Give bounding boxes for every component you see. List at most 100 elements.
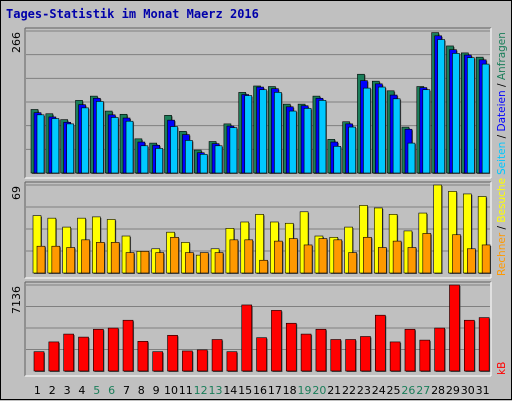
bar-seiten-day-17 (274, 92, 282, 174)
bar-seiten-day-18 (288, 110, 297, 174)
bar-seiten-day-19 (303, 108, 312, 174)
x-tick-label-day-25: 25 (387, 384, 401, 397)
legend-entry-anfragen: Anfragen (496, 32, 508, 80)
bar-rechner-day-2 (51, 245, 61, 274)
bar-seiten-day-26 (407, 142, 416, 174)
bar-seiten-day-28 (437, 39, 445, 174)
bar-besuche-day-28 (433, 184, 442, 274)
bar-rechner-day-10 (170, 236, 179, 274)
bar-rechner-day-24 (377, 247, 387, 274)
legend-entry-besuche: Besuche (496, 178, 508, 223)
x-tick-label-day-20: 20 (312, 384, 326, 397)
bar-kb-day-28 (434, 327, 445, 372)
x-tick-label-day-14: 14 (223, 384, 237, 397)
bar-rechner-day-22 (348, 252, 357, 274)
bar-kb-day-18 (285, 322, 297, 372)
x-tick-label-day-9: 9 (153, 384, 160, 397)
bar-kb-day-24 (374, 314, 386, 372)
bar-rechner-day-11 (185, 252, 194, 274)
bar-kb-day-3 (63, 333, 74, 372)
x-tick-label-day-26: 26 (401, 384, 415, 397)
x-tick-label-day-3: 3 (64, 384, 71, 397)
bar-kb-day-15 (241, 304, 253, 372)
bar-kb-day-17 (271, 310, 282, 372)
bar-seiten-day-22 (348, 126, 356, 174)
bar-seiten-day-15 (244, 95, 253, 174)
x-tick-label-day-31: 31 (476, 384, 490, 397)
legend-entry-dateien: Dateien (496, 90, 508, 131)
bar-kb-day-21 (330, 339, 342, 372)
bar-kb-day-9 (152, 351, 164, 372)
bar-kb-day-14 (226, 351, 238, 372)
bar-seiten-day-9 (155, 148, 164, 174)
legend-entry-kb: kB (496, 362, 508, 375)
bar-rechner-day-23 (363, 236, 372, 274)
bar-kb-day-4 (78, 336, 89, 372)
bar-rechner-day-31 (481, 244, 491, 274)
bar-rechner-day-17 (274, 240, 283, 274)
bar-seiten-day-23 (363, 87, 371, 174)
x-tick-label-day-23: 23 (357, 384, 371, 397)
bar-rechner-day-4 (81, 239, 90, 274)
bar-seiten-day-31 (481, 63, 490, 174)
bar-rechner-day-18 (288, 238, 298, 274)
bar-kb-day-13 (211, 339, 223, 372)
y-max-label-bottom: 7136 (10, 286, 23, 314)
bar-kb-day-27 (419, 339, 431, 372)
bar-rechner-day-19 (303, 244, 313, 274)
bar-rechner-day-1 (36, 245, 46, 274)
bar-rechner-day-7 (125, 252, 135, 274)
bar-rechner-day-30 (467, 248, 476, 274)
bar-seiten-day-3 (66, 123, 74, 174)
bar-kb-day-11 (182, 350, 193, 372)
bar-seiten-day-5 (96, 101, 104, 174)
bar-kb-day-23 (360, 336, 371, 372)
x-tick-label-day-28: 28 (431, 384, 445, 397)
bar-seiten-day-14 (229, 127, 238, 174)
bar-kb-day-30 (464, 319, 475, 372)
x-tick-label-day-11: 11 (179, 384, 193, 397)
bar-rechner-day-9 (155, 252, 165, 274)
bar-seiten-day-8 (140, 145, 149, 174)
x-tick-label-day-19: 19 (298, 384, 312, 397)
x-tick-label-day-10: 10 (164, 384, 178, 397)
bar-kb-day-22 (345, 339, 356, 372)
x-tick-label-day-22: 22 (342, 384, 356, 397)
bar-rechner-day-20 (318, 238, 328, 274)
bar-seiten-day-20 (318, 100, 327, 174)
bar-seiten-day-13 (214, 145, 223, 174)
bar-rechner-day-27 (422, 233, 432, 274)
bar-seiten-day-10 (170, 126, 178, 174)
x-tick-label-day-29: 29 (446, 384, 460, 397)
bar-seiten-day-30 (467, 57, 475, 174)
legend: Rechner / Besuche (496, 178, 508, 276)
x-tick-label-day-30: 30 (461, 384, 475, 397)
legend-separator: / (496, 223, 508, 233)
bar-kb-day-26 (404, 328, 416, 372)
bar-kb-day-10 (167, 334, 178, 372)
bar-kb-day-5 (93, 328, 104, 372)
bar-kb-day-20 (315, 328, 327, 372)
bar-seiten-day-12 (199, 154, 208, 174)
bar-rechner-day-21 (333, 239, 343, 274)
bar-kb-day-29 (449, 284, 460, 372)
x-tick-label-day-13: 13 (208, 384, 222, 397)
legend-entry-seiten: Seiten (496, 142, 508, 175)
x-tick-label-day-16: 16 (253, 384, 267, 397)
bar-seiten-day-27 (422, 89, 431, 174)
bar-kb-day-31 (478, 317, 490, 372)
bar-rechner-day-16 (259, 259, 268, 274)
bar-seiten-day-2 (51, 118, 60, 174)
bar-rechner-day-12 (199, 252, 209, 274)
bar-seiten-day-21 (333, 146, 342, 174)
x-tick-label-day-18: 18 (283, 384, 297, 397)
x-tick-label-day-2: 2 (49, 384, 56, 397)
legend-entry-rechner: Rechner (496, 232, 508, 276)
bar-seiten-day-24 (377, 86, 386, 174)
y-max-label-top: 266 (10, 32, 23, 53)
bar-kb-day-25 (389, 341, 401, 372)
x-tick-label-day-12: 12 (194, 384, 208, 397)
bar-rechner-day-13 (214, 252, 224, 274)
x-tick-label-day-24: 24 (372, 384, 386, 397)
y-max-label-middle: 69 (10, 186, 23, 200)
